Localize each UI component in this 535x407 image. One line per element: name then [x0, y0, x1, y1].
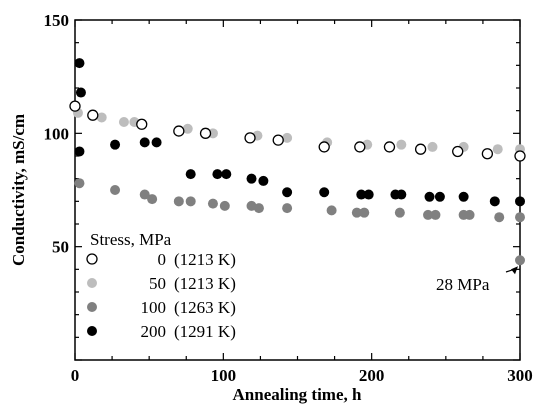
legend-marker [87, 302, 97, 312]
data-point [414, 143, 427, 155]
data-point [356, 189, 367, 200]
x-tick-label: 200 [359, 366, 385, 385]
annotation-arrowhead [511, 266, 518, 275]
data-point [326, 205, 337, 216]
data-point [199, 127, 212, 139]
data-point [147, 194, 158, 205]
x-axis-label: Annealing time, h [233, 385, 362, 404]
legend-marker [86, 253, 98, 265]
data-point [139, 189, 150, 200]
data-point [173, 196, 184, 207]
data-point [515, 196, 525, 207]
data-point [494, 212, 505, 223]
data-point [282, 187, 293, 198]
data-point [424, 191, 435, 202]
data-point [173, 125, 185, 137]
data-point [396, 189, 407, 200]
data-point [272, 134, 284, 146]
data-point [185, 196, 196, 207]
data-point [253, 203, 264, 214]
annotation-label: 28 MPa [436, 275, 490, 294]
legend-label: 50 [149, 274, 166, 293]
data-point [515, 212, 525, 223]
data-point [363, 189, 374, 200]
data-point [258, 175, 269, 186]
x-tick-label: 0 [71, 366, 80, 385]
data-point [319, 187, 330, 198]
data-point [383, 141, 396, 153]
legend-label: 0 [158, 250, 167, 269]
data-point [394, 207, 405, 218]
data-point [452, 145, 464, 158]
data-point [458, 191, 469, 202]
legend-label: 200 [141, 322, 167, 341]
data-point [151, 137, 162, 148]
data-point [282, 203, 293, 214]
data-point [464, 209, 475, 220]
x-tick-label: 100 [211, 366, 237, 385]
data-point [118, 117, 129, 127]
legend-condition: (1213 K) [174, 250, 236, 269]
data-points [69, 58, 526, 266]
legend: Stress, MPa 0 (1213 K) 50 (1213 K) 100 (1263 … [86, 230, 236, 341]
tick-labels: 0 100 200 300 50 100 150 [44, 11, 533, 385]
data-point [110, 185, 121, 195]
y-tick-label: 150 [44, 11, 70, 30]
data-point [434, 191, 445, 202]
y-tick-label: 50 [52, 238, 69, 257]
data-point [87, 109, 99, 121]
legend-label: 100 [141, 298, 167, 317]
annotations: 28 MPa [436, 266, 518, 294]
data-point [396, 139, 407, 150]
data-point [212, 169, 223, 180]
y-axis-label: Conductivity, mS/cm [9, 114, 28, 266]
data-point [244, 132, 256, 144]
data-point [514, 150, 526, 162]
data-point [359, 207, 370, 218]
data-point [430, 209, 441, 220]
data-point [354, 141, 366, 153]
data-point [318, 141, 330, 153]
data-point [75, 87, 86, 98]
data-point [219, 200, 230, 211]
data-point [351, 207, 362, 218]
data-point [96, 112, 107, 123]
data-point [515, 255, 525, 266]
legend-items: 0 (1213 K) 50 (1213 K) 100 (1263 K) 200 (1291 K… [86, 250, 236, 341]
legend-marker [87, 278, 97, 288]
data-point [207, 198, 218, 209]
data-point [182, 123, 193, 134]
y-tick-label: 100 [44, 124, 70, 143]
legend-title: Stress, MPa [90, 230, 172, 249]
x-tick-label: 300 [507, 366, 533, 385]
legend-condition: (1291 K) [174, 322, 236, 341]
data-point [221, 169, 232, 180]
data-point [481, 148, 494, 160]
legend-condition: (1263 K) [174, 298, 236, 317]
data-point [282, 132, 293, 143]
data-point [139, 137, 150, 148]
data-point [185, 169, 196, 180]
data-point [492, 144, 503, 155]
legend-marker [87, 326, 97, 336]
data-point [423, 209, 434, 220]
data-point [74, 146, 85, 157]
data-point [136, 118, 148, 130]
data-point [69, 100, 81, 112]
data-point [74, 58, 85, 69]
data-point [110, 139, 121, 150]
data-point [246, 173, 257, 184]
data-point [74, 178, 85, 189]
legend-condition: (1213 K) [174, 274, 236, 293]
data-point [427, 141, 438, 152]
data-point [489, 196, 500, 207]
